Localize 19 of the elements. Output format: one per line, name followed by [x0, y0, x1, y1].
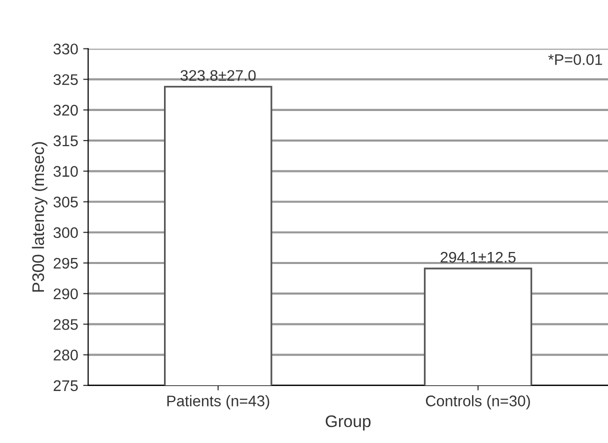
y-tick-label: 285 [54, 319, 78, 330]
y-tick-label: 290 [54, 288, 78, 300]
data-label: 323.8±27.0 [180, 70, 256, 81]
x-tick-label: Controls (n=30) [426, 395, 530, 410]
y-tick-label: 330 [54, 44, 78, 54]
y-tick-label: 305 [54, 196, 78, 208]
y-tick-label: 280 [54, 350, 78, 360]
y-tick-label: 310 [54, 166, 78, 177]
x-tick-label: Patients (n=43) [167, 395, 270, 410]
y-tick-label: 275 [54, 380, 78, 392]
y-tick-label: 315 [54, 135, 78, 146]
y-axis-title: P300 latency (msec) [32, 142, 48, 292]
y-tick-label: 300 [54, 227, 78, 238]
y-tick-label: 325 [54, 74, 78, 86]
x-axis-title: Group [326, 415, 371, 430]
y-tick-label: 320 [54, 104, 78, 116]
data-label: 294.1±12.5 [440, 252, 516, 263]
annotation: *P=0.01 [548, 54, 602, 65]
y-tick-label: 295 [54, 258, 78, 269]
